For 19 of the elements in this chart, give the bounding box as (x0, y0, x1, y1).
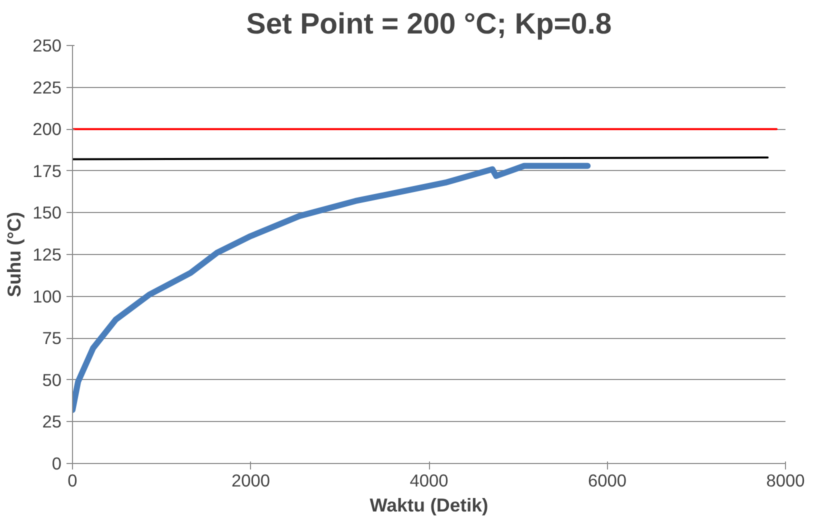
y-tick-label: 250 (32, 36, 62, 56)
y-tick-label: 225 (32, 77, 62, 98)
y-tick-label: 75 (42, 328, 62, 348)
y-tick-label: 175 (32, 160, 62, 181)
y-tick-label: 125 (32, 244, 62, 264)
y-axis-title: Suhu (°C) (4, 212, 25, 298)
x-tick-label: 6000 (588, 470, 627, 490)
y-tick-label: 100 (32, 286, 62, 306)
x-tick-label: 0 (68, 470, 78, 490)
x-tick-label: 2000 (231, 470, 270, 490)
y-tick-label: 150 (32, 202, 62, 223)
x-tick-label: 4000 (410, 470, 448, 490)
chart-title: Set Point = 200 °C; Kp=0.8 (246, 8, 612, 40)
y-tick-label: 200 (32, 119, 62, 140)
y-tick-label: 25 (42, 412, 62, 432)
x-axis-title: Waktu (Detik) (370, 494, 488, 516)
x-tick-label: 8000 (766, 470, 805, 490)
y-tick-label: 50 (42, 370, 62, 390)
y-tick-label: 0 (52, 454, 62, 474)
